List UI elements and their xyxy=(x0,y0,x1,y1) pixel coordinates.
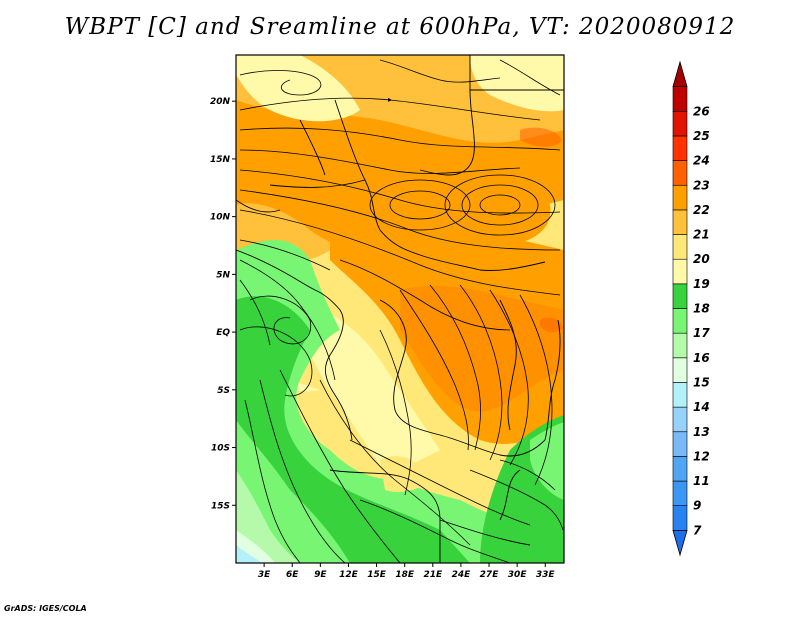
latitude-axis: 20N 15N 10N 5N EQ 5S 10S 15S xyxy=(210,97,236,511)
map-title: WBPT [C] and Sreamline at 600hPa, VT: 20… xyxy=(64,14,736,40)
colorbar-label: 9 xyxy=(693,499,701,513)
colorbar: 7 9 11 12 13 14 15 16 17 18 19 20 21 22 23 24 25 26 xyxy=(672,60,710,557)
grads-credit: GrADS: IGES/COLA xyxy=(4,604,87,613)
colorbar-swatch xyxy=(672,111,688,137)
colorbar-label: 18 xyxy=(693,302,710,316)
lat-tick-label: 5S xyxy=(217,386,230,396)
lat-tick-label: 10S xyxy=(211,444,230,454)
wbpt-shaded-field xyxy=(236,55,564,563)
longitude-axis: 3E 6E 9E 12E 15E 18E 21E 24E 27E 30E 33E xyxy=(258,563,556,580)
colorbar-swatch xyxy=(672,209,688,235)
colorbar-label: 13 xyxy=(693,425,710,439)
colorbar-label: 25 xyxy=(693,129,710,143)
colorbar-swatch xyxy=(672,406,688,433)
colorbar-label: 23 xyxy=(693,178,710,192)
lat-tick-label: EQ xyxy=(216,328,230,338)
lon-tick-label: 6E xyxy=(286,570,299,580)
colorbar-label: 7 xyxy=(693,523,702,537)
colorbar-label: 12 xyxy=(693,449,710,463)
lon-tick-label: 3E xyxy=(258,570,271,580)
lon-tick-label: 24E xyxy=(452,570,472,580)
lat-tick-label: 5N xyxy=(216,270,230,280)
colorbar-swatch xyxy=(672,86,688,112)
colorbar-swatch xyxy=(672,160,688,186)
lon-tick-label: 12E xyxy=(339,570,359,580)
lon-tick-label: 15E xyxy=(367,570,387,580)
colorbar-label: 14 xyxy=(693,400,710,414)
colorbar-swatch xyxy=(672,480,688,506)
colorbar-label: 15 xyxy=(693,375,710,389)
colorbar-label: 19 xyxy=(693,277,710,291)
country-borders xyxy=(236,55,564,563)
lon-tick-label: 18E xyxy=(395,570,415,580)
streamlines xyxy=(239,59,564,563)
colorbar-swatch xyxy=(672,135,688,161)
lon-tick-label: 9E xyxy=(314,570,327,580)
plot-frame xyxy=(235,54,565,564)
colorbar-swatch xyxy=(672,456,688,482)
lon-tick-label: 27E xyxy=(480,570,500,580)
colorbar-swatch xyxy=(672,332,688,359)
lat-tick-label: 20N xyxy=(210,97,231,107)
lon-tick-label: 30E xyxy=(508,570,528,580)
colorbar-swatch xyxy=(672,184,688,211)
colorbar-swatch xyxy=(672,431,688,457)
colorbar-label: 24 xyxy=(693,154,710,168)
lat-tick-label: 10N xyxy=(210,213,231,223)
colorbar-swatch xyxy=(672,505,688,531)
lat-tick-label: 15N xyxy=(210,155,231,165)
colorbar-label: 16 xyxy=(693,351,710,365)
colorbar-swatch xyxy=(672,60,688,88)
lat-tick-label: 15S xyxy=(211,501,230,511)
colorbar-label: 21 xyxy=(693,228,710,242)
colorbar-label: 20 xyxy=(693,252,710,266)
colorbar-label: 26 xyxy=(693,104,710,118)
colorbar-swatch xyxy=(672,234,688,260)
lon-tick-label: 33E xyxy=(536,570,556,580)
colorbar-swatch xyxy=(672,382,688,408)
colorbar-label: 17 xyxy=(693,326,710,340)
colorbar-label: 22 xyxy=(693,203,710,217)
colorbar-label: 11 xyxy=(693,474,710,488)
colorbar-swatch xyxy=(672,258,688,285)
colorbar-swatch xyxy=(672,283,688,309)
lon-tick-label: 21E xyxy=(423,570,443,580)
colorbar-swatch xyxy=(672,357,688,383)
colorbar-swatch xyxy=(672,529,688,557)
colorbar-swatch xyxy=(672,308,688,334)
